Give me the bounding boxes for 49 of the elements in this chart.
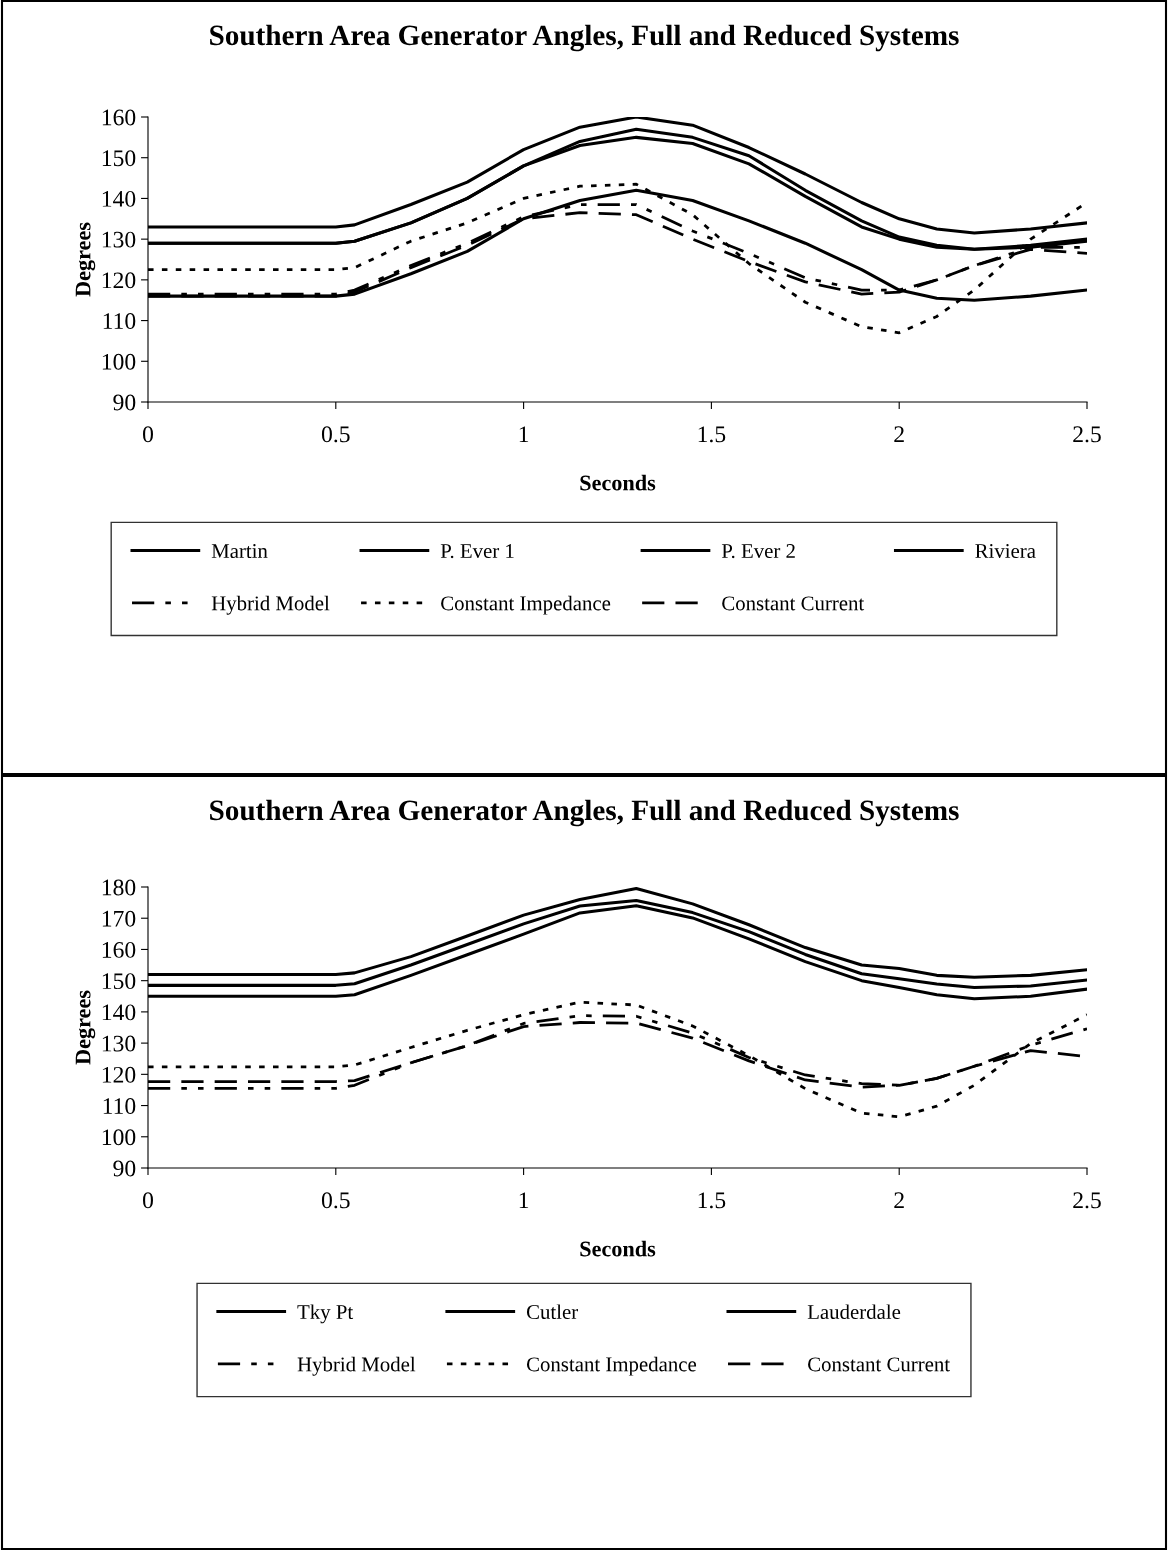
x-tick-label: 2 <box>894 426 904 442</box>
y-axis-title: Degrees <box>75 990 96 1065</box>
x-tick-label: 1.5 <box>698 426 726 443</box>
y-tick-label: 160 <box>102 109 136 126</box>
legend-label: Cutler <box>526 1304 578 1320</box>
legend-label: Constant Current <box>808 1357 950 1372</box>
y-tick-label: 150 <box>102 973 136 990</box>
y-tick-label: 160 <box>102 941 136 958</box>
x-axis-title: Seconds <box>580 474 656 491</box>
legend-label: Hybrid Model <box>211 595 330 615</box>
y-tick-label: 120 <box>102 1066 136 1083</box>
x-axis-title: Seconds <box>580 1240 656 1257</box>
x-tick-label: 0.5 <box>321 1192 350 1209</box>
legend-label: Constant Impedance <box>526 1356 697 1376</box>
y-tick-label: 110 <box>103 313 136 329</box>
y-tick-label: 130 <box>102 231 136 248</box>
x-tick-label: 2.5 <box>1073 1192 1101 1209</box>
legend-label: Hybrid Model <box>297 1356 416 1376</box>
x-tick-label: 0.5 <box>321 426 350 443</box>
y-tick-label: 100 <box>102 1129 136 1146</box>
x-tick-label: 2 <box>894 1192 904 1208</box>
y-tick-label: 120 <box>102 272 136 289</box>
x-tick-label: 1 <box>519 426 529 442</box>
legend-label: Martin <box>211 544 268 559</box>
y-tick-label: 100 <box>102 353 136 370</box>
x-tick-label: 2.5 <box>1073 426 1101 443</box>
legend-label: P. Ever 1 <box>440 544 514 559</box>
x-tick-label: 1.5 <box>698 1192 726 1209</box>
y-tick-label: 170 <box>102 910 136 927</box>
legend-label: P. Ever 2 <box>721 544 795 559</box>
y-tick-label: 90 <box>113 1160 136 1177</box>
y-tick-label: 180 <box>102 879 136 896</box>
legend-label: Riviera <box>975 544 1036 559</box>
x-tick-label: 1 <box>519 1192 529 1208</box>
y-tick-label: 130 <box>102 1035 136 1052</box>
legend-label: Constant Current <box>722 596 865 611</box>
x-tick-label: 0 <box>143 426 153 443</box>
chart-title: Southern Area Generator Angles, Full and Reduced Systems <box>210 24 959 52</box>
chart-title: Southern Area Generator Angles, Full and Reduced Systems <box>210 799 959 827</box>
y-axis-title: Degrees <box>75 222 96 297</box>
y-tick-label: 140 <box>102 1004 136 1021</box>
y-tick-label: 150 <box>102 150 136 167</box>
legend-label: Constant Impedance <box>441 595 611 615</box>
y-tick-label: 110 <box>103 1098 136 1114</box>
y-tick-label: 90 <box>113 394 136 411</box>
legend-label: Lauderdale <box>807 1304 901 1320</box>
y-tick-label: 140 <box>102 190 136 207</box>
x-tick-label: 0 <box>143 1192 153 1209</box>
legend-label: Tky Pt <box>297 1304 354 1324</box>
